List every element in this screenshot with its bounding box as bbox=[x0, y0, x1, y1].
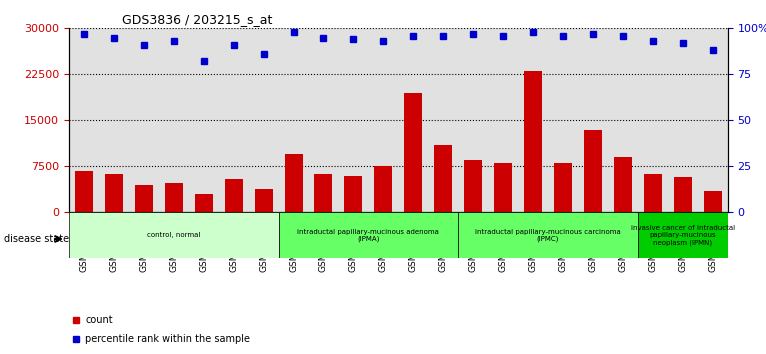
Text: percentile rank within the sample: percentile rank within the sample bbox=[85, 333, 250, 344]
Bar bbox=[69, 28, 99, 212]
Bar bbox=[524, 71, 542, 212]
FancyBboxPatch shape bbox=[279, 212, 458, 258]
Bar bbox=[578, 28, 608, 212]
Bar bbox=[218, 28, 249, 212]
Bar bbox=[554, 163, 572, 212]
Bar bbox=[614, 157, 632, 212]
Bar bbox=[284, 154, 303, 212]
Bar bbox=[464, 160, 482, 212]
Text: invasive cancer of intraductal
papillary-mucinous
neoplasm (IPMN): invasive cancer of intraductal papillary… bbox=[630, 225, 735, 246]
FancyBboxPatch shape bbox=[458, 212, 638, 258]
Bar bbox=[674, 177, 692, 212]
Bar bbox=[249, 28, 279, 212]
Text: count: count bbox=[85, 315, 113, 325]
Text: disease state: disease state bbox=[4, 234, 69, 244]
Bar bbox=[638, 28, 668, 212]
Bar bbox=[434, 145, 452, 212]
Bar bbox=[99, 28, 129, 212]
Bar bbox=[345, 176, 362, 212]
Bar bbox=[375, 166, 392, 212]
Bar bbox=[254, 189, 273, 212]
Bar bbox=[584, 130, 602, 212]
Bar bbox=[309, 28, 339, 212]
Bar bbox=[644, 175, 662, 212]
Text: GDS3836 / 203215_s_at: GDS3836 / 203215_s_at bbox=[122, 13, 272, 26]
Bar bbox=[75, 171, 93, 212]
Bar bbox=[135, 185, 152, 212]
FancyBboxPatch shape bbox=[638, 212, 728, 258]
Bar bbox=[339, 28, 368, 212]
FancyBboxPatch shape bbox=[69, 212, 279, 258]
Bar bbox=[608, 28, 638, 212]
Bar bbox=[548, 28, 578, 212]
Bar bbox=[195, 194, 213, 212]
Bar bbox=[224, 179, 243, 212]
Bar bbox=[428, 28, 458, 212]
Bar bbox=[398, 28, 428, 212]
Bar bbox=[188, 28, 218, 212]
Bar bbox=[315, 175, 332, 212]
Bar bbox=[668, 28, 698, 212]
Bar bbox=[458, 28, 488, 212]
Bar bbox=[704, 191, 722, 212]
Bar bbox=[698, 28, 728, 212]
Bar bbox=[518, 28, 548, 212]
Bar bbox=[129, 28, 159, 212]
Bar bbox=[488, 28, 518, 212]
Bar bbox=[165, 183, 183, 212]
Text: intraductal papillary-mucinous carcinoma
(IPMC): intraductal papillary-mucinous carcinoma… bbox=[475, 229, 621, 242]
Bar bbox=[494, 163, 512, 212]
Bar bbox=[404, 93, 422, 212]
Text: control, normal: control, normal bbox=[147, 233, 201, 238]
Bar bbox=[105, 175, 123, 212]
Bar bbox=[368, 28, 398, 212]
Text: intraductal papillary-mucinous adenoma
(IPMA): intraductal papillary-mucinous adenoma (… bbox=[297, 229, 440, 242]
Bar bbox=[279, 28, 309, 212]
Bar bbox=[159, 28, 188, 212]
